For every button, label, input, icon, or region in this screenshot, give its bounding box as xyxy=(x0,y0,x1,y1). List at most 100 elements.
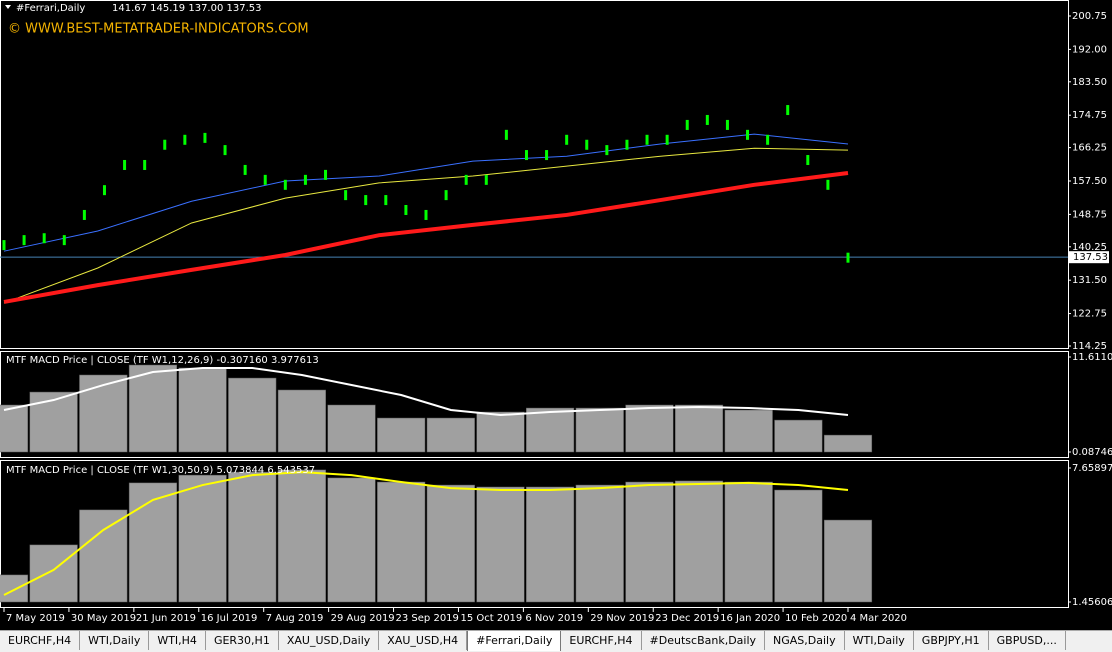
candle xyxy=(545,150,549,161)
y-tick-label: 174.75 xyxy=(1072,110,1107,121)
chart-window: #Ferrari,Daily 141.67 145.19 137.00 137.… xyxy=(0,0,1112,624)
histogram-bar xyxy=(774,489,823,603)
candle xyxy=(645,134,649,145)
histogram-bar xyxy=(674,480,724,603)
histogram-bar xyxy=(228,377,277,453)
histogram-bar xyxy=(0,404,29,453)
ma-yellow xyxy=(3,147,849,304)
candle xyxy=(384,195,388,206)
tab[interactable]: XAU_USD,Daily xyxy=(279,631,380,650)
tab[interactable]: WTI,H4 xyxy=(149,631,206,650)
date-label: 21 Jun 2019 xyxy=(136,613,196,624)
y-tick-label: 166.25 xyxy=(1072,143,1107,154)
tab[interactable]: GER30,H1 xyxy=(206,631,279,650)
macd1-pane-frame xyxy=(0,351,1069,458)
histogram-bar xyxy=(79,509,128,603)
candle xyxy=(685,119,689,130)
histogram-bar xyxy=(674,404,724,453)
y-tick-label: 122.75 xyxy=(1072,309,1107,320)
histogram-bar xyxy=(377,481,426,603)
histogram-bar xyxy=(277,389,326,453)
histogram-bar xyxy=(476,486,525,603)
tab[interactable]: WTI,Daily xyxy=(80,631,150,650)
macd2-label: MTF MACD Price | CLOSE (TF W1,30,50,9) 5… xyxy=(6,465,315,476)
histogram-bar xyxy=(128,482,178,603)
histogram-bar xyxy=(724,481,773,603)
y-tick-label: 140.25 xyxy=(1072,242,1107,253)
histogram-bar xyxy=(29,544,78,603)
y-tick-label: 183.50 xyxy=(1072,77,1107,88)
histogram-bar xyxy=(476,411,525,453)
candle xyxy=(786,105,790,116)
y-tick-label: 11.611003 xyxy=(1072,352,1112,363)
candle xyxy=(444,190,448,201)
date-label: 7 Aug 2019 xyxy=(266,613,324,624)
candle xyxy=(565,134,569,145)
date-label: 23 Dec 2019 xyxy=(655,613,719,624)
candle xyxy=(585,139,589,150)
current-price-label: 137.53 xyxy=(1073,252,1108,263)
candle xyxy=(303,174,307,185)
price-pane-frame xyxy=(0,0,1069,349)
candle xyxy=(806,155,810,166)
candle xyxy=(424,209,428,220)
histogram-bar xyxy=(575,484,624,603)
ma-blue xyxy=(3,133,849,252)
histogram-bar xyxy=(526,407,575,453)
histogram-bar xyxy=(575,407,624,453)
tab[interactable]: XAU_USD,H4 xyxy=(379,631,468,650)
candle xyxy=(263,174,267,185)
tab[interactable]: #DeutscBank,Daily xyxy=(642,631,766,650)
candle xyxy=(2,240,6,251)
tab[interactable]: NGAS,Daily xyxy=(765,631,845,650)
ma-red xyxy=(3,171,849,304)
signal-line xyxy=(3,366,849,417)
y-tick-label: 148.75 xyxy=(1072,209,1107,220)
date-label: 16 Jul 2019 xyxy=(201,613,258,624)
candle xyxy=(826,179,830,190)
tab[interactable]: GBPJPY,H1 xyxy=(914,631,989,650)
candle xyxy=(163,139,167,150)
candle xyxy=(203,132,207,143)
y-tick-label: 131.50 xyxy=(1072,275,1107,286)
histogram-bar xyxy=(178,474,227,603)
date-label: 23 Sep 2019 xyxy=(396,613,459,624)
menu-arrow[interactable] xyxy=(5,5,11,9)
candle xyxy=(464,174,468,185)
histogram-bar xyxy=(327,477,376,603)
y-tick-label: 200.75 xyxy=(1072,11,1107,22)
tab[interactable]: EURCHF,H4 xyxy=(561,631,642,650)
candle xyxy=(665,134,669,145)
tab[interactable]: WTI,Daily xyxy=(845,631,914,650)
histogram-bar xyxy=(774,419,823,453)
tab[interactable]: #Ferrari,Daily xyxy=(467,631,562,651)
candle xyxy=(766,134,770,145)
date-label: 29 Aug 2019 xyxy=(331,613,395,624)
histogram-bar xyxy=(0,574,29,603)
date-label: 15 Oct 2019 xyxy=(460,613,522,624)
y-tick-label: 1.456062 xyxy=(1072,597,1112,608)
signal-line xyxy=(3,471,849,596)
histogram-bar xyxy=(823,434,873,453)
date-label: 16 Jan 2020 xyxy=(720,613,780,624)
candle xyxy=(102,185,106,196)
candle xyxy=(364,195,368,206)
candle xyxy=(484,174,488,185)
candle xyxy=(283,179,287,190)
candle xyxy=(324,169,328,180)
histogram-bar xyxy=(426,484,475,603)
candle xyxy=(143,159,147,170)
tab[interactable]: EURCHF,H4 xyxy=(0,631,81,650)
macd1-label: MTF MACD Price | CLOSE (TF W1,12,26,9) -… xyxy=(6,355,319,366)
tab[interactable]: GBPUSD,... xyxy=(989,631,1066,650)
y-tick-label: 0.087469 xyxy=(1072,447,1112,458)
candle xyxy=(846,252,850,263)
date-label: 4 Mar 2020 xyxy=(850,613,907,624)
candle xyxy=(524,150,528,161)
histogram-bar xyxy=(625,481,674,603)
watermark: © WWW.BEST-METATRADER-INDICATORS.COM xyxy=(8,22,309,37)
y-tick-label: 157.50 xyxy=(1072,176,1107,187)
candle xyxy=(705,114,709,125)
candle xyxy=(42,233,46,244)
